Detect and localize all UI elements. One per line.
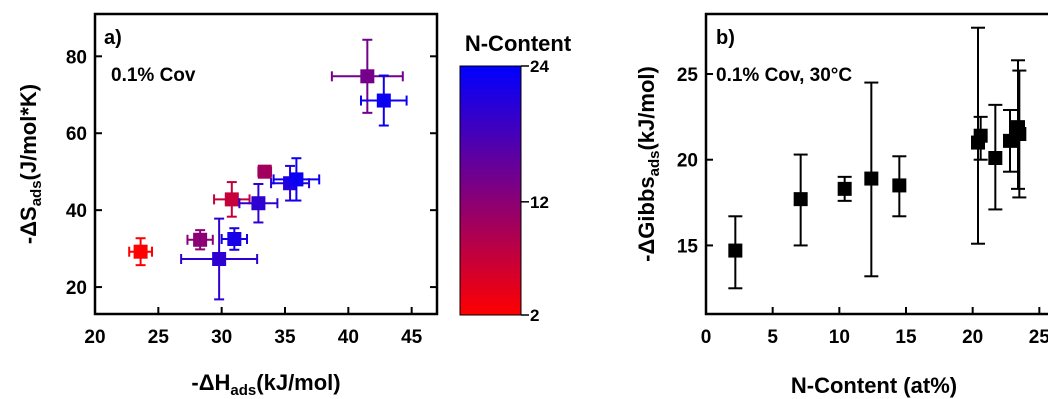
panel-a-annotation: 0.1% Cov <box>111 65 196 86</box>
panel-b: 0 5 10 15 20 25 15 20 25 b) 0.1% Cov, 30°C N-Con… <box>634 12 1048 398</box>
panel-b-frame <box>704 12 1048 316</box>
panel-b-xtick-label: 15 <box>895 327 917 348</box>
data-point <box>289 172 304 187</box>
data-point <box>251 196 266 211</box>
panel-b-annotation: 0.1% Cov, 30°C <box>716 65 852 86</box>
panel-a-xtick-label: 20 <box>84 327 105 348</box>
panel-a-xtick-label: 45 <box>401 327 423 348</box>
panel-a-xlabel: -ΔHads(kJ/mol) <box>191 370 340 399</box>
data-point <box>227 232 242 246</box>
colorbar-tick-label: 2 <box>530 306 539 325</box>
data-point <box>973 128 988 143</box>
panel-b-label: b) <box>716 27 735 49</box>
data-point <box>133 244 148 259</box>
data-point <box>212 252 227 266</box>
panel-a-ytick-label: 60 <box>66 124 87 145</box>
panel-b-ytick-label: 20 <box>677 151 698 172</box>
panel-b-xtick-label: 20 <box>962 327 983 348</box>
colorbar-ticks: 2 12 24 <box>521 57 549 325</box>
panel-a: 20 25 30 35 40 45 20 40 60 80 a) 0.1% Cov -ΔHads(… <box>16 12 439 399</box>
panel-b-xtick-label: 0 <box>701 327 712 348</box>
panel-a-ytick-label: 40 <box>66 201 87 222</box>
data-point <box>864 171 879 186</box>
panel-a-xtick-label: 35 <box>274 327 296 348</box>
panel-b-xtick-label: 5 <box>767 327 778 348</box>
panel-b-xtick-label: 10 <box>829 327 850 348</box>
colorbar-gradient <box>459 65 522 316</box>
data-point <box>892 178 907 193</box>
data-point <box>257 164 272 179</box>
panel-b-xlabel: N-Content (at%) <box>791 373 957 398</box>
data-point <box>193 232 208 247</box>
panel-a-ylabel: -ΔSads(J/mol*K) <box>16 84 45 244</box>
data-point <box>988 151 1003 165</box>
panel-a-marks <box>128 38 408 301</box>
data-point <box>360 69 375 84</box>
data-point <box>728 243 743 258</box>
colorbar: N-Content 2 12 24 <box>459 31 572 325</box>
data-point <box>1012 127 1027 141</box>
panel-a-xtick-label: 40 <box>338 327 359 348</box>
colorbar-tick-label: 12 <box>530 193 549 212</box>
colorbar-tick-label: 24 <box>530 57 549 76</box>
data-point <box>376 93 391 108</box>
panel-a-ytick-label: 80 <box>66 47 87 68</box>
panel-a-xtick-label: 25 <box>148 327 170 348</box>
colorbar-title: N-Content <box>465 31 572 56</box>
panel-a-frame <box>93 12 439 316</box>
panel-b-ticks: 0 5 10 15 20 25 15 20 25 <box>677 65 1048 348</box>
panel-b-ytick-label: 25 <box>677 65 699 86</box>
panel-b-xtick-label: 25 <box>1029 327 1048 348</box>
panel-b-marks <box>728 26 1027 290</box>
panel-a-ytick-label: 20 <box>66 278 87 299</box>
panel-b-ytick-label: 15 <box>677 236 699 257</box>
panel-a-label: a) <box>104 27 122 49</box>
panel-a-ticks: 20 25 30 35 40 45 20 40 60 80 <box>66 47 437 348</box>
data-point <box>837 181 852 196</box>
panel-a-xtick-label: 30 <box>211 327 232 348</box>
data-point <box>224 192 239 207</box>
data-point <box>793 192 808 207</box>
panel-b-ylabel: -ΔGibbsads(kJ/mol) <box>634 66 663 262</box>
